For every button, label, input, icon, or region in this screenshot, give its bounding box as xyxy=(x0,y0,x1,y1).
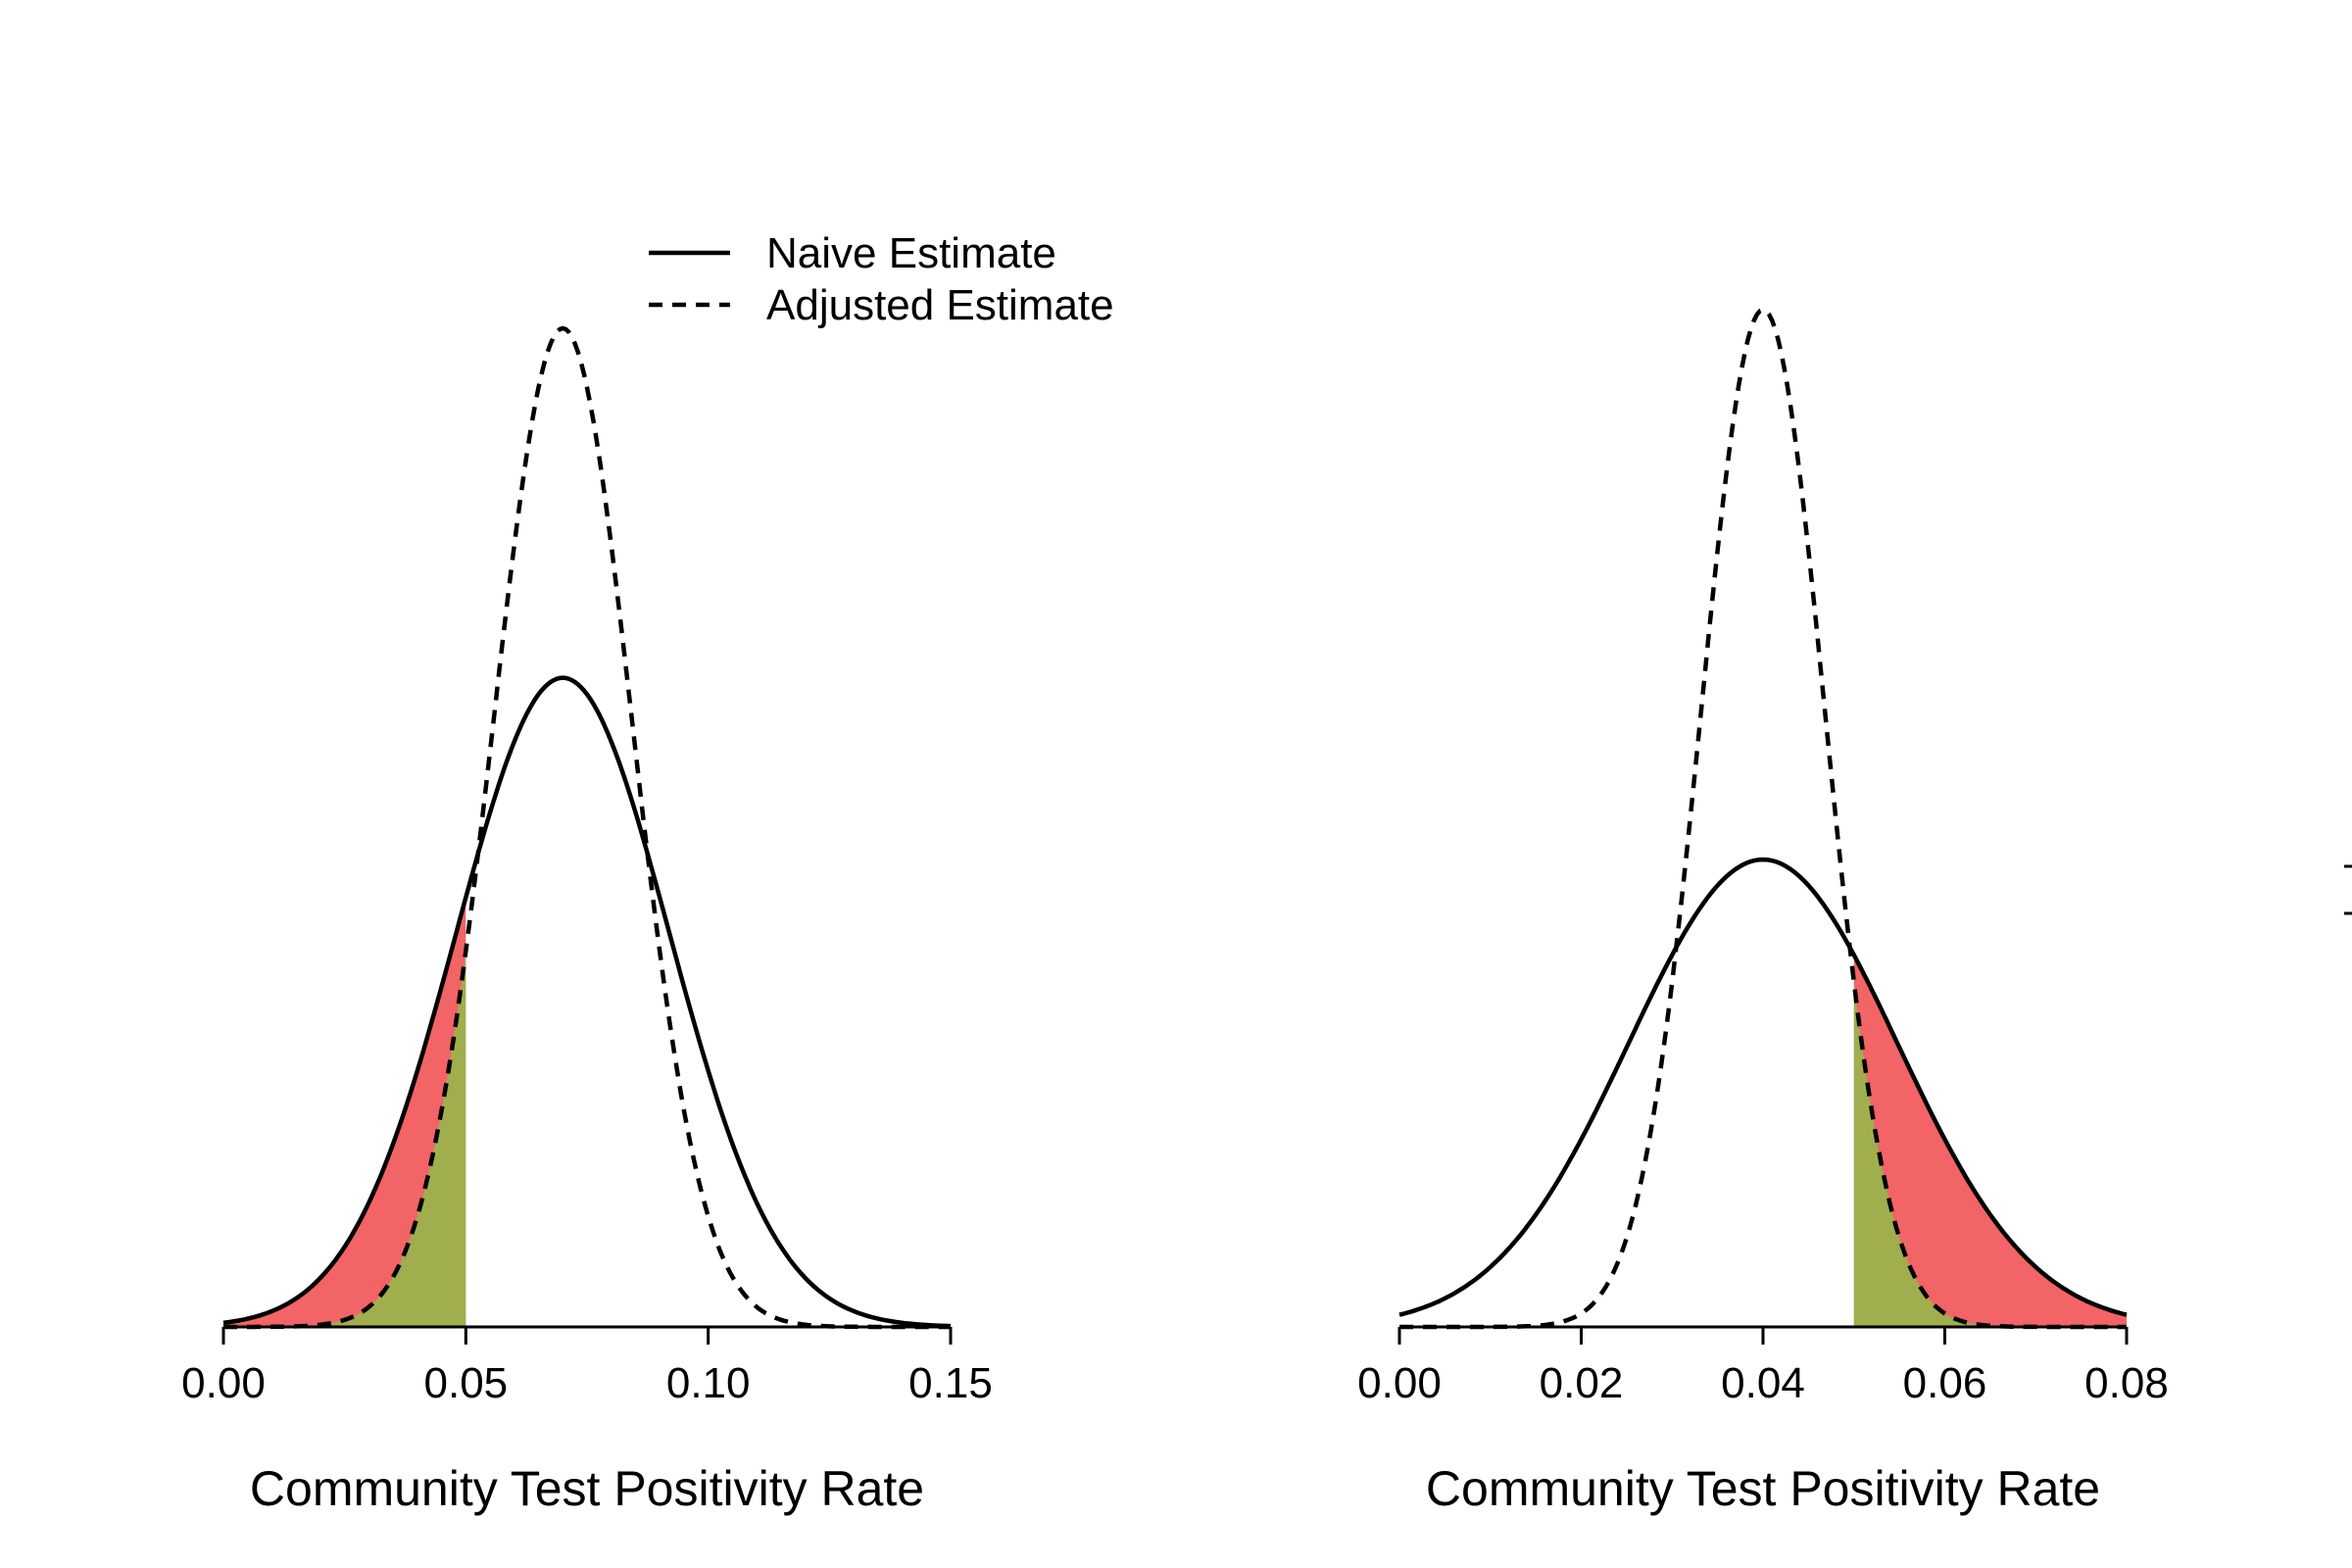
legend: Naive Estimate Adjusted Estimate xyxy=(649,229,1114,329)
shaded-area-naive-tail xyxy=(223,897,466,1327)
adjusted-estimate-curve xyxy=(1399,307,2127,1330)
legend-label-adjusted: Adjusted Estimate xyxy=(766,281,1114,329)
x-tick-label: 0.08 xyxy=(2084,1359,2169,1407)
naive-estimate-curve xyxy=(1398,857,2128,1317)
shading-group xyxy=(1853,955,2127,1327)
x-tick-label: 0.06 xyxy=(1903,1359,1987,1407)
shaded-area-adjusted-tail xyxy=(223,951,466,1327)
shaded-area-naive-tail xyxy=(1853,955,2127,1327)
shading-group xyxy=(223,897,466,1327)
x-axis-title: Community Test Positivity Rate xyxy=(1426,1461,2100,1516)
x-tick-label: 0.00 xyxy=(1357,1359,1442,1407)
chart-panel-left: 0.00 0.05 0.10 0.15 Community Test Positivi… xyxy=(181,229,1113,1516)
x-tick-label: 0.04 xyxy=(1721,1359,1805,1407)
x-tick-label: 0.10 xyxy=(666,1359,751,1407)
chart-panel-right: 0.00 0.02 0.04 0.06 0.08 Community Test Posi… xyxy=(1357,307,2169,1516)
cropped-marker xyxy=(2344,864,2352,915)
x-tick-label: 0.15 xyxy=(908,1359,993,1407)
x-tick-label: 0.05 xyxy=(424,1359,509,1407)
x-axis: 0.00 0.05 0.10 0.15 xyxy=(181,1325,993,1407)
legend-label-naive: Naive Estimate xyxy=(766,229,1056,277)
x-axis-title: Community Test Positivity Rate xyxy=(250,1461,924,1516)
x-tick-label: 0.02 xyxy=(1540,1359,1624,1407)
shaded-area-adjusted-tail xyxy=(1853,982,2127,1327)
naive-estimate-curve xyxy=(222,675,952,1329)
curve-group xyxy=(222,325,952,1330)
x-tick-label: 0.00 xyxy=(181,1359,266,1407)
x-axis: 0.00 0.02 0.04 0.06 0.08 xyxy=(1357,1325,2169,1407)
adjusted-estimate-curve xyxy=(223,325,951,1330)
curve-group xyxy=(1398,307,2128,1330)
